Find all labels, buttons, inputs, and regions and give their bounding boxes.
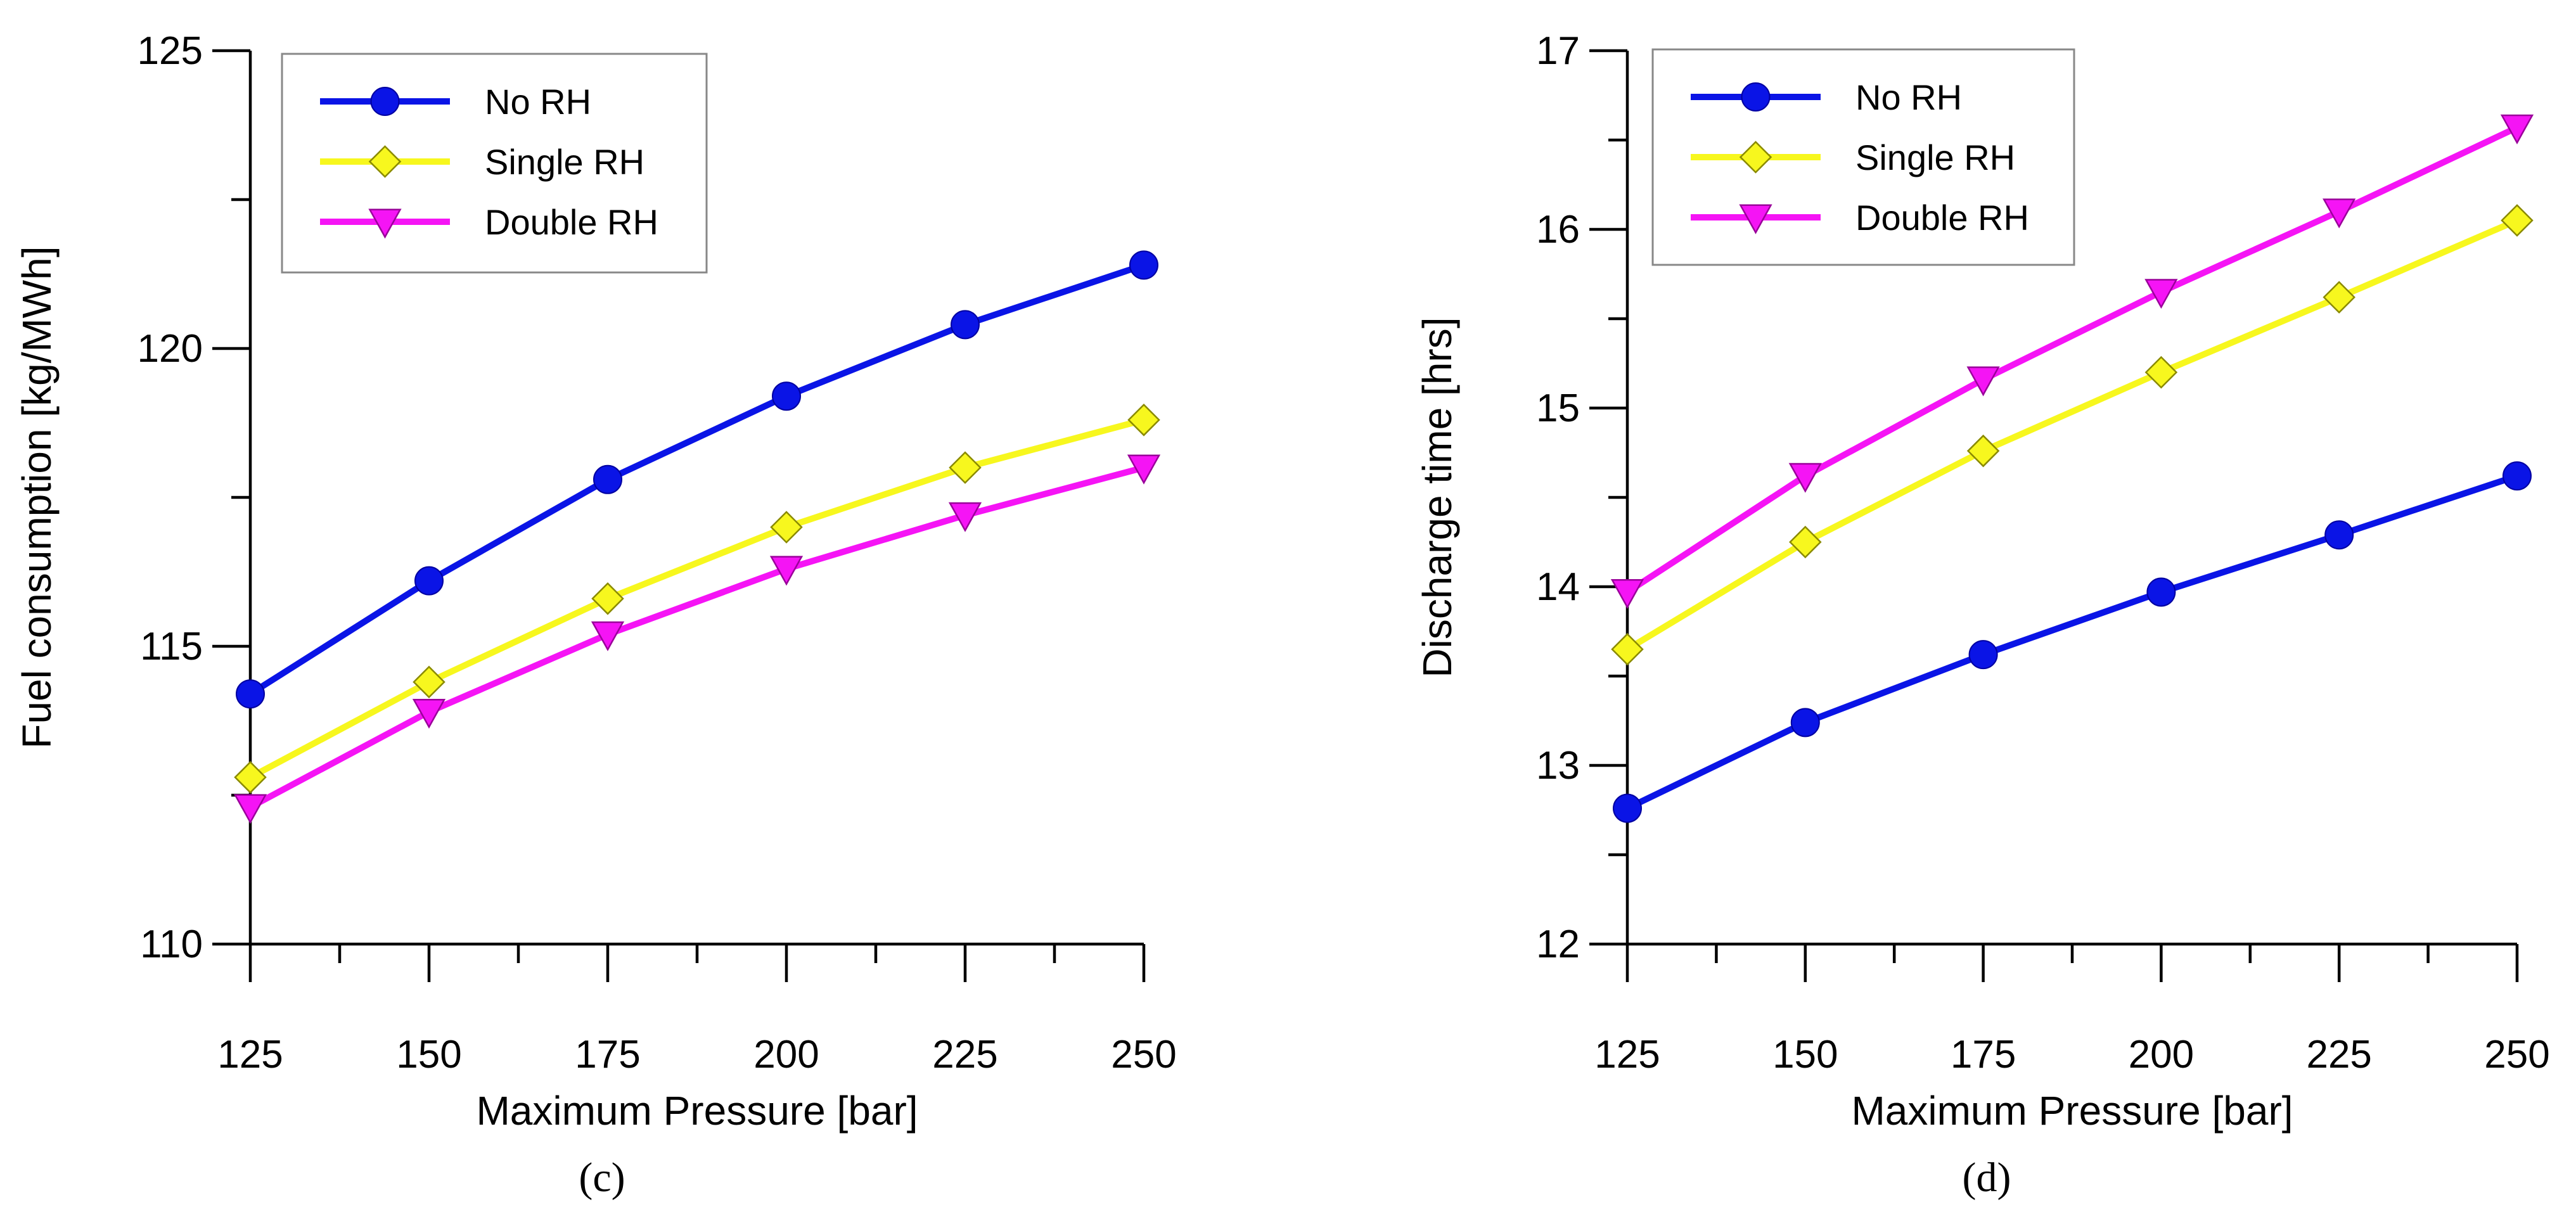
legend-marker: [1739, 141, 1772, 174]
x-tick-label: 175: [575, 1033, 640, 1077]
series-single-rh: [234, 404, 1160, 794]
series-line: [1625, 124, 2519, 595]
legend-label: Single RH: [485, 142, 644, 182]
legend-marker: [370, 87, 400, 116]
legend-label: Double RH: [485, 202, 658, 242]
series-line: [248, 262, 1145, 697]
data-point: [1789, 525, 1822, 559]
data-point: [236, 679, 265, 709]
y-axis-title: Discharge time [hrs]: [1414, 317, 1460, 677]
legend: No RH Single RH Double RH: [1651, 48, 2075, 266]
y-tick-label: 13: [1536, 744, 1580, 788]
data-point: [1788, 463, 1822, 493]
data-point: [2146, 577, 2176, 607]
data-point: [2144, 279, 2178, 309]
y-tick-label: 120: [138, 327, 203, 371]
data-point: [1129, 250, 1158, 280]
x-tick-label: 200: [753, 1033, 819, 1077]
series-line: [1625, 217, 2518, 652]
data-point: [1127, 454, 1161, 485]
data-point: [2323, 198, 2356, 229]
legend: No RH Single RH Double RH: [281, 53, 708, 274]
data-point: [1613, 793, 1642, 823]
y-tick-label: 110: [140, 923, 203, 966]
x-tick-label: 175: [1951, 1033, 2016, 1077]
series-line: [1625, 473, 2518, 812]
data-point: [2501, 204, 2534, 237]
data-point: [591, 582, 624, 615]
y-tick-label: 12: [1536, 923, 1580, 966]
y-tick-label: 17: [1536, 29, 1580, 73]
legend-label: Double RH: [1855, 198, 2029, 238]
series-no-rh: [1613, 461, 2532, 823]
series-line: [248, 416, 1145, 781]
x-tick-label: 250: [1111, 1033, 1176, 1077]
y-tick-label: 125: [138, 29, 203, 73]
data-point: [1968, 640, 1998, 670]
legend-label: No RH: [1855, 77, 1962, 117]
panel-label: (d): [1963, 1154, 2011, 1201]
data-point: [1966, 434, 2000, 468]
y-axis-title: Fuel consumption [kg/MWh]: [14, 246, 60, 748]
data-point: [2500, 114, 2534, 144]
data-point: [593, 464, 622, 494]
data-point: [234, 761, 267, 794]
x-tick-label: 250: [2484, 1033, 2549, 1077]
data-point: [770, 511, 803, 544]
x-tick-label: 125: [1594, 1033, 1660, 1077]
data-point: [412, 698, 446, 729]
legend-label: Single RH: [1855, 137, 2015, 177]
x-axis-title: Maximum Pressure [bar]: [1851, 1088, 2293, 1134]
data-point: [413, 665, 445, 699]
x-tick-label: 200: [2129, 1033, 2194, 1077]
y-tick-label: 115: [140, 625, 203, 668]
data-point: [1610, 579, 1644, 610]
data-point: [2144, 355, 2178, 389]
data-point: [2323, 281, 2355, 314]
x-tick-label: 225: [2306, 1033, 2371, 1077]
chart-panel-d: 12 13 14 15 16 17 125 150 175 200 225 250 Maximum Pr…: [1414, 29, 2550, 1201]
data-point: [1966, 366, 2000, 397]
data-point: [414, 566, 444, 596]
data-point: [769, 556, 804, 586]
data-point: [2502, 461, 2532, 491]
y-tick-label: 15: [1536, 387, 1580, 430]
y-tick-label: 16: [1536, 208, 1580, 252]
legend-marker: [368, 208, 402, 239]
data-point: [948, 502, 982, 532]
series-line: [248, 464, 1145, 810]
data-point: [949, 451, 982, 484]
chart-panel-c: 110 115 120 125 125 150 175 200 225 250 Maximum Pr…: [14, 29, 1177, 1201]
data-point: [1790, 708, 1820, 738]
series-double-rh: [233, 454, 1161, 824]
legend-marker: [368, 145, 402, 178]
series-double-rh: [1610, 114, 2534, 610]
series-single-rh: [1611, 204, 2534, 666]
x-tick-label: 150: [1772, 1033, 1838, 1077]
panel-label: (c): [579, 1154, 625, 1201]
data-point: [1127, 404, 1160, 437]
legend-marker: [1739, 204, 1772, 234]
data-point: [951, 310, 980, 340]
series-no-rh: [236, 250, 1158, 709]
data-point: [772, 381, 801, 411]
y-tick-label: 14: [1536, 565, 1580, 609]
x-tick-label: 150: [396, 1033, 461, 1077]
data-point: [2324, 520, 2354, 550]
x-tick-label: 225: [932, 1033, 997, 1077]
data-point: [1611, 632, 1644, 666]
data-point: [591, 621, 625, 651]
x-axis-title: Maximum Pressure [bar]: [476, 1088, 918, 1134]
legend-marker: [1741, 82, 1771, 112]
legend-label: No RH: [485, 82, 591, 122]
x-tick-label: 125: [217, 1033, 283, 1077]
data-point: [233, 794, 267, 824]
